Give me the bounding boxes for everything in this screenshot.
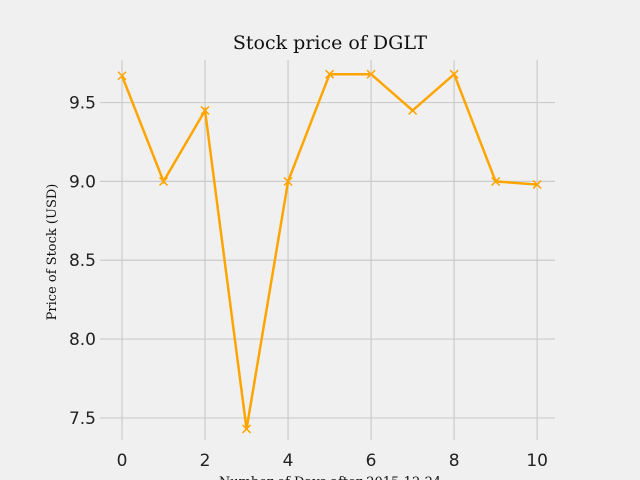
marker — [325, 69, 335, 79]
x-axis-label: Number of Days after 2015-12-24 — [219, 475, 441, 480]
marker — [283, 176, 293, 186]
x-tick-label: 10 — [526, 451, 548, 471]
y-axis-label: Price of Stock (USD) — [45, 184, 60, 321]
y-tick-label: 8.0 — [69, 330, 96, 350]
marker — [408, 105, 418, 115]
marker — [200, 105, 210, 115]
x-tick-label: 6 — [366, 451, 377, 471]
x-tick-label: 0 — [117, 451, 128, 471]
y-tick-label: 7.5 — [69, 409, 96, 429]
marker — [449, 69, 459, 79]
x-tick-label: 8 — [449, 451, 460, 471]
x-tick-label: 2 — [200, 451, 211, 471]
x-tick-label: 4 — [283, 451, 294, 471]
marker — [366, 69, 376, 79]
y-tick-label: 9.5 — [69, 94, 96, 114]
marker — [158, 176, 169, 186]
marker — [491, 176, 501, 186]
marker — [532, 180, 542, 190]
marker — [242, 424, 252, 434]
y-tick-label: 9.0 — [69, 172, 96, 192]
y-tick-label: 8.5 — [69, 251, 96, 271]
chart-title: Stock price of DGLT — [233, 32, 428, 54]
marker — [117, 71, 127, 81]
